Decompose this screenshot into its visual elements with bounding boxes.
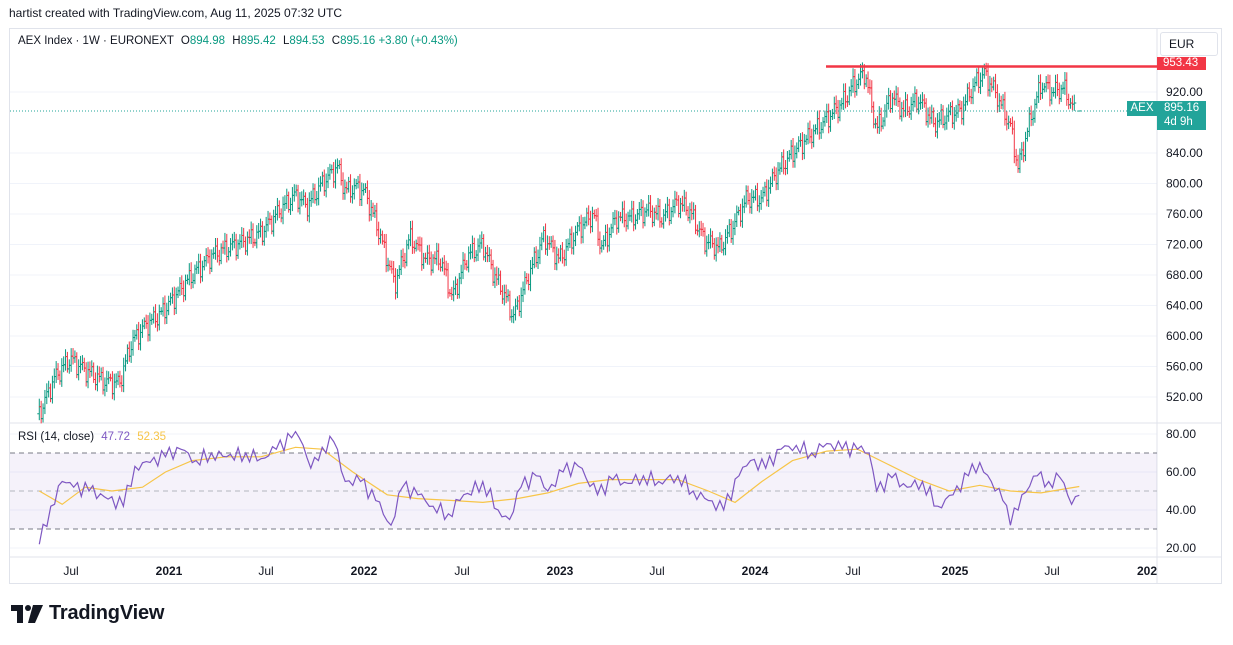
low-label: L <box>282 35 290 47</box>
price-axis-label: 640.00 <box>1166 299 1203 313</box>
time-axis-label: Jul <box>845 564 860 578</box>
price-axis-label: 760.00 <box>1166 207 1203 221</box>
price-axis-label: 600.00 <box>1166 329 1203 343</box>
price-axis-label: 720.00 <box>1166 238 1203 252</box>
price-axis-label: 840.00 <box>1166 146 1203 160</box>
time-axis-label: Jul <box>649 564 664 578</box>
resistance-price-tag: 953.43 <box>1157 57 1206 70</box>
symbol-price-tag: AEX <box>1127 101 1157 116</box>
close-value: 895.16 <box>340 35 376 47</box>
chart-frame <box>9 28 1222 584</box>
rsi-axis-label: 60.00 <box>1166 465 1196 479</box>
time-axis-label: Jul <box>1044 564 1059 578</box>
high-label: H <box>232 35 241 47</box>
last-price-tag: 895.16 4d 9h <box>1157 101 1206 130</box>
tradingview-logo-icon <box>11 604 43 623</box>
rsi-line <box>38 430 1080 545</box>
rsi-axis-label: 40.00 <box>1166 503 1196 517</box>
chart-attribution: hartist created with TradingView.com, Au… <box>9 6 343 20</box>
currency-button[interactable]: EUR <box>1160 32 1218 56</box>
time-axis-label: 202 <box>1137 564 1157 578</box>
time-axis-label: 2023 <box>547 564 574 578</box>
time-axis-label: Jul <box>454 564 469 578</box>
time-axis: Jul 2021 Jul 2022 Jul 2023 Jul 2024 Jul 2025 Jul 20… <box>63 564 1157 578</box>
close-label: C <box>331 35 341 47</box>
time-axis-label: Jul <box>258 564 273 578</box>
ohlc-bars <box>37 62 1082 424</box>
rsi-axis: 20.00 40.00 60.00 80.00 <box>1166 427 1196 555</box>
open-value: 894.98 <box>189 35 226 47</box>
ohlc-bar <box>1072 94 1077 111</box>
rsi-ma-value: 52.35 <box>137 431 167 443</box>
time-axis-label: Jul <box>63 564 78 578</box>
price-grid <box>10 91 1157 549</box>
symbol-label[interactable]: AEX Index · 1W · EURONEXT <box>18 35 174 47</box>
price-axis-label: 680.00 <box>1166 268 1203 282</box>
time-axis-label: 2022 <box>351 564 378 578</box>
open-label: O <box>180 35 190 47</box>
time-axis-label: 2024 <box>742 564 769 578</box>
rsi-ma-line <box>38 446 1080 506</box>
change-value: +3.80 (+0.43%) <box>378 35 458 47</box>
low-value: 894.53 <box>289 35 325 47</box>
price-axis-label: 560.00 <box>1166 360 1203 374</box>
price-axis-label: 920.00 <box>1166 85 1203 99</box>
ohlc-legend: AEX Index · 1W · EURONEXT O894.98 H895.4… <box>18 35 458 47</box>
bar-countdown: 4d 9h <box>1164 115 1193 128</box>
rsi-axis-label: 80.00 <box>1166 427 1196 441</box>
time-axis-label: 2025 <box>942 564 969 578</box>
rsi-axis-label: 20.00 <box>1166 541 1196 555</box>
ohlc-bar <box>1077 110 1082 112</box>
price-axis-label: 800.00 <box>1166 177 1203 191</box>
price-axis: 520.00 560.00 600.00 640.00 680.00 720.00 760.… <box>1166 85 1203 404</box>
price-axis-label: 520.00 <box>1166 390 1203 404</box>
tradingview-brand[interactable]: TradingView <box>11 602 164 625</box>
last-price: 895.16 <box>1164 102 1200 114</box>
high-value: 895.42 <box>240 35 276 47</box>
rsi-value: 47.72 <box>101 431 131 443</box>
brand-name: TradingView <box>49 602 165 624</box>
time-axis-label: 2021 <box>156 564 183 578</box>
rsi-name[interactable]: RSI (14, close) <box>18 431 95 443</box>
rsi-legend: RSI (14, close) 47.72 52.35 <box>18 431 166 443</box>
